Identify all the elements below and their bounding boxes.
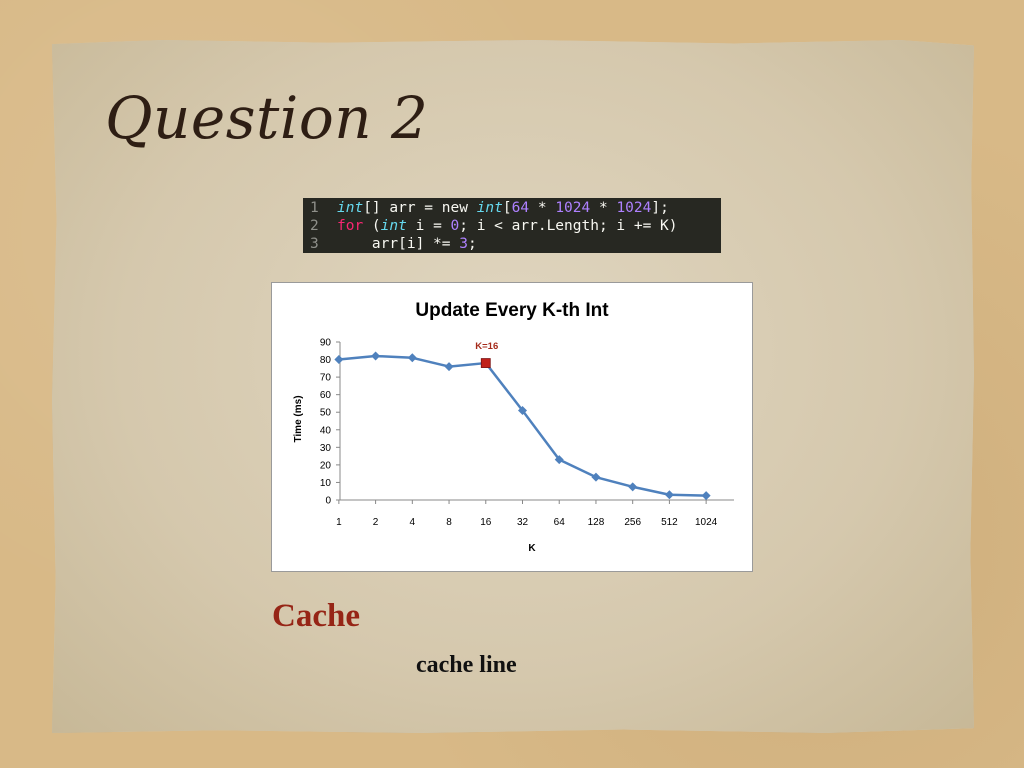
- code-line: 3 arr[i] *= 3;: [303, 235, 721, 253]
- code-text: for (int i = 0; i < arr.Length; i += K): [337, 217, 678, 235]
- x-tick-label: 1: [336, 517, 342, 528]
- code-token: [] arr = new: [363, 200, 477, 216]
- code-block: 1 int[] arr = new int[64 * 1024 * 1024]; 2…: [303, 198, 721, 253]
- x-tick-label: 1024: [695, 517, 718, 528]
- y-tick-label: 30: [320, 443, 332, 454]
- x-tick-label: 4: [410, 517, 416, 528]
- y-tick-label: 10: [320, 478, 332, 489]
- code-token: 1024: [555, 200, 591, 216]
- chart-title: Update Every K-th Int: [415, 300, 609, 321]
- code-token: int: [476, 200, 503, 216]
- code-line: 1 int[] arr = new int[64 * 1024 * 1024];: [303, 199, 721, 217]
- code-token: 0: [450, 218, 460, 234]
- code-token: (: [363, 218, 381, 234]
- y-tick-label: 80: [320, 355, 332, 366]
- y-tick-label: 20: [320, 460, 332, 471]
- x-tick-label: 2: [373, 517, 379, 528]
- y-axis-label: Time (ms): [293, 395, 304, 442]
- y-tick-label: 60: [320, 390, 332, 401]
- code-token: *: [529, 200, 556, 216]
- chart-container: Update Every K-th Int Time (ms) K 0 10 20 3…: [271, 282, 753, 572]
- code-token: i =: [406, 218, 451, 234]
- data-point: [518, 405, 527, 415]
- data-point: [701, 491, 711, 501]
- code-text: int[] arr = new int[64 * 1024 * 1024];: [337, 199, 669, 217]
- code-token: ;: [467, 236, 477, 252]
- x-tick-label: 512: [661, 517, 678, 528]
- y-tick-label: 70: [320, 373, 332, 384]
- code-line: 2 for (int i = 0; i < arr.Length; i += K): [303, 217, 721, 235]
- highlight-label: K=16: [475, 341, 498, 352]
- data-point: [664, 490, 674, 500]
- data-point: [444, 362, 454, 372]
- code-token: [: [502, 200, 512, 216]
- x-tick-label: 16: [480, 517, 492, 528]
- data-point: [334, 355, 344, 365]
- code-token: arr[i] *=: [337, 236, 460, 252]
- cache-line-subheading: cache line: [416, 652, 517, 678]
- x-tick-label: 128: [588, 517, 605, 528]
- data-point: [554, 455, 564, 465]
- y-tick-label: 0: [325, 496, 331, 507]
- code-token: int: [380, 218, 407, 234]
- data-point: [371, 351, 381, 361]
- slide-title: Question 2: [105, 84, 429, 152]
- line-number: 2: [310, 218, 319, 234]
- code-token: *: [590, 200, 617, 216]
- code-token: 3: [459, 236, 468, 252]
- code-token: for: [337, 218, 364, 234]
- cache-heading: Cache: [272, 598, 360, 634]
- code-token: 1024: [616, 200, 652, 216]
- x-tick-label: 32: [517, 517, 529, 528]
- x-axis-label: K: [528, 543, 536, 554]
- code-token: ; i < arr.Length; i += K): [459, 218, 678, 234]
- x-tick-label: 64: [554, 517, 566, 528]
- line-chart: Update Every K-th Int Time (ms) K 0 10 20 3…: [293, 300, 734, 554]
- code-token: ];: [651, 200, 669, 216]
- highlight-point: [480, 358, 491, 368]
- line-number: 1: [310, 200, 319, 216]
- y-tick-label: 50: [320, 408, 332, 419]
- code-token: 64: [511, 200, 530, 216]
- data-point: [591, 472, 601, 482]
- y-tick-label: 90: [320, 338, 332, 349]
- line-number: 3: [310, 236, 319, 252]
- data-point: [407, 353, 417, 363]
- x-tick-label: 256: [624, 517, 641, 528]
- code-token: int: [337, 200, 364, 216]
- data-point: [628, 482, 638, 492]
- y-tick-label: 40: [320, 425, 332, 436]
- series-line: [338, 354, 707, 497]
- x-tick-label: 8: [446, 517, 452, 528]
- code-text: arr[i] *= 3;: [337, 235, 477, 253]
